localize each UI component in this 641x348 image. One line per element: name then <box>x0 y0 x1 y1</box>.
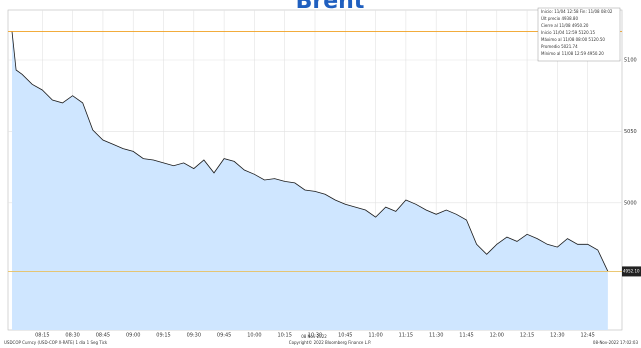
y-tick-label: 5100 <box>624 58 637 64</box>
x-tick-label: 09:45 <box>217 333 231 339</box>
x-tick-label: 10:45 <box>338 333 352 339</box>
legend-entry: Promedio 5021.74 <box>541 44 578 49</box>
x-tick-label: 08:15 <box>35 333 49 339</box>
legend-box <box>537 7 621 62</box>
line <box>11 31 609 272</box>
x-tick-label: 09:00 <box>126 333 140 339</box>
x-tick-label: 12:30 <box>550 333 564 339</box>
x-tick-label: 11:15 <box>399 333 413 339</box>
legend-entry: Mínimo al 11/08 12:59 4950.20 <box>541 51 604 56</box>
x-tick-label: 11:30 <box>429 333 443 339</box>
x-tick-label: 09:15 <box>156 333 170 339</box>
footer-left: USDCOP Curncy (USD-COP X-RATE) 1 día 1 S… <box>4 340 108 345</box>
last-price: 4952.10 <box>623 268 640 273</box>
y-tick-label: 5000 <box>624 200 637 206</box>
x-tick-label: 10:30 <box>308 333 322 339</box>
footer-center: Copyright© 2022 Bloomberg Finance L.P. <box>289 340 371 345</box>
area <box>12 31 608 331</box>
x-tick-label: 08:30 <box>65 333 79 339</box>
legend-entry: Cierre al 11/08 4950.20 <box>541 23 589 28</box>
chart-title: Brent <box>296 0 365 14</box>
legend-entry: Máximo al 11/08 08:00 5120.50 <box>541 37 605 42</box>
x-tick-label: 12:45 <box>580 333 594 339</box>
footer-right: 08-Nov-2022 17:02:03 <box>593 340 639 345</box>
x-tick-label: 11:00 <box>368 333 382 339</box>
y-tick-label: 5050 <box>624 129 637 135</box>
x-tick-label: 10:00 <box>247 333 261 339</box>
legend-entry: Inicio 11/04 12:59 5120.15 <box>541 30 595 35</box>
x-tick-label: 11:45 <box>459 333 473 339</box>
x-tick-label: 10:15 <box>277 333 291 339</box>
date-label: 08 Nov 2022 <box>301 334 327 339</box>
legend-entry: Últ precio 4938.80 <box>541 16 578 21</box>
x-tick-label: 12:15 <box>520 333 534 339</box>
legend-entry: Inicio: 11/04 12:58 Fin: 11/08 08:02 <box>541 9 613 14</box>
price-tag <box>622 266 641 277</box>
legend: Inicio: 11/04 12:58 Fin: 11/08 08:02 Últ … <box>537 7 621 62</box>
x-tick-label: 09:30 <box>187 333 201 339</box>
x-tick-label: 08:45 <box>96 333 110 339</box>
x-tick-label: 12:00 <box>490 333 504 339</box>
